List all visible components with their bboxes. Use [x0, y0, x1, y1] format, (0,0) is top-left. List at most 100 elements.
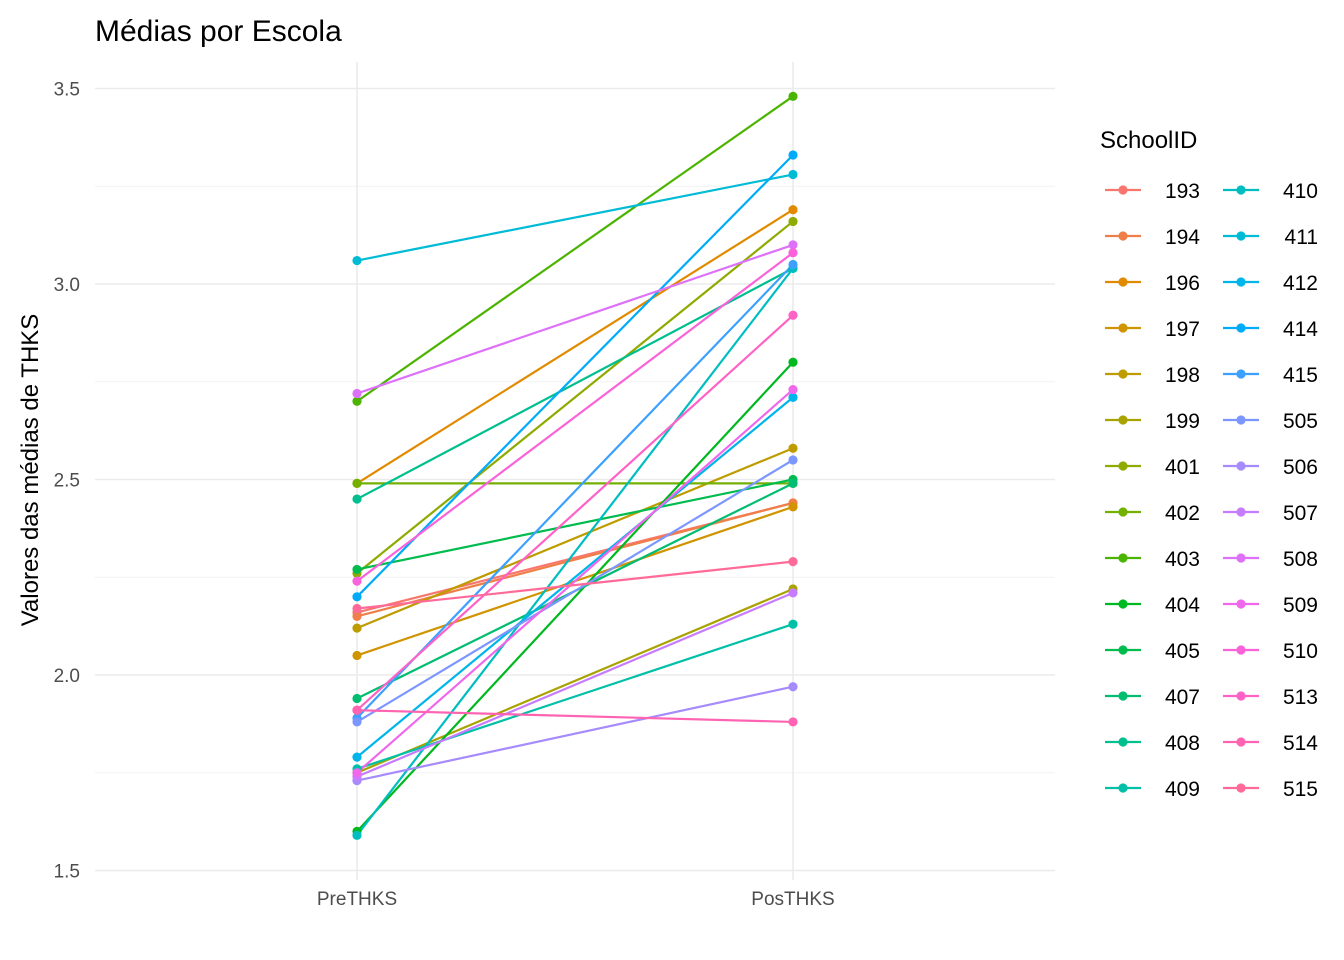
- legend-item: 507: [1223, 502, 1318, 525]
- legend-key-point: [1236, 323, 1246, 333]
- series-line: [356, 623, 794, 770]
- grid: [95, 62, 1055, 880]
- data-point: [788, 384, 798, 395]
- legend-key-point: [1118, 461, 1128, 471]
- data-point: [788, 248, 798, 258]
- legend-item: 411: [1223, 226, 1318, 249]
- legend-label: 508: [1283, 548, 1318, 571]
- series-line: [356, 591, 794, 778]
- series-line: [356, 447, 794, 630]
- data-point: [788, 557, 798, 567]
- data-point: [352, 623, 362, 633]
- series-line: [356, 388, 794, 774]
- legend-key-point: [1236, 369, 1246, 379]
- legend-label: 415: [1283, 364, 1318, 387]
- data-point: [352, 830, 362, 840]
- series-line: [356, 396, 794, 758]
- data-point: [788, 588, 798, 598]
- y-tick-label: 3.5: [54, 80, 80, 101]
- legend-item: 506: [1223, 456, 1318, 479]
- legend-label: 197: [1165, 318, 1200, 341]
- legend-item: 193: [1105, 180, 1200, 203]
- series-line: [356, 314, 794, 712]
- data-point: [788, 478, 798, 489]
- legend-label: 505: [1283, 410, 1318, 433]
- legend-key-point: [1118, 783, 1128, 793]
- series-line: [356, 208, 794, 485]
- data-point: [352, 611, 362, 621]
- y-axis-label: Valores das médias de THKS: [17, 314, 44, 627]
- legend-key-point: [1118, 507, 1128, 517]
- legend-item: 401: [1105, 456, 1200, 479]
- legend-item: 197: [1105, 318, 1200, 341]
- legend-label: 403: [1165, 548, 1200, 571]
- legend-item: 414: [1223, 318, 1318, 341]
- legend-item: 402: [1105, 502, 1200, 525]
- legend-label: 515: [1283, 778, 1318, 801]
- legend-key-point: [1236, 599, 1246, 609]
- y-axis-ticks: 1.5 2.0 2.5 3.0 3.5: [54, 80, 80, 883]
- x-tick-label: PreTHKS: [317, 889, 397, 910]
- data-point: [788, 502, 798, 512]
- legend-item: 408: [1105, 732, 1200, 755]
- series-line: [356, 459, 794, 723]
- legend-key-point: [1236, 691, 1246, 701]
- legend-item: 198: [1105, 364, 1200, 387]
- legend-item: 412: [1223, 272, 1318, 295]
- legend-key-point: [1118, 277, 1128, 287]
- legend-key-point: [1236, 737, 1246, 747]
- series-points: [352, 91, 798, 840]
- legend-item: 415: [1223, 364, 1318, 387]
- data-point: [352, 705, 362, 715]
- legend-key-point: [1236, 231, 1246, 241]
- data-point: [352, 494, 362, 504]
- legend-key-point: [1236, 277, 1246, 287]
- data-point: [352, 576, 362, 586]
- legend-item: 513: [1223, 686, 1318, 709]
- series-line: [356, 685, 794, 782]
- data-point: [352, 564, 362, 575]
- data-point: [788, 150, 798, 160]
- legend-key-point: [1118, 553, 1128, 563]
- series-line: [356, 154, 794, 598]
- legend-key-point: [1118, 415, 1128, 425]
- legend-key-point: [1118, 323, 1128, 333]
- data-point: [788, 455, 798, 465]
- data-point: [352, 768, 362, 778]
- legend-item: 407: [1105, 686, 1200, 709]
- legend-item: 405: [1105, 640, 1200, 663]
- series-line: [356, 220, 794, 575]
- series-line: [356, 263, 794, 719]
- legend-key-point: [1118, 231, 1128, 241]
- legend-key-point: [1118, 645, 1128, 655]
- legend-key-point: [1236, 553, 1246, 563]
- data-point: [352, 388, 362, 399]
- legend-key-point: [1236, 461, 1246, 471]
- data-point: [352, 603, 362, 614]
- y-tick-label: 2.5: [54, 471, 80, 492]
- data-point: [352, 650, 362, 661]
- data-point: [788, 392, 798, 402]
- data-point: [352, 592, 362, 602]
- legend-key-point: [1118, 185, 1128, 195]
- legend-item: 509: [1223, 594, 1318, 617]
- x-axis-ticks: PreTHKS PosTHKS: [317, 889, 835, 910]
- legend-label: 414: [1283, 318, 1318, 341]
- legend-label: 411: [1285, 226, 1318, 249]
- data-point: [352, 255, 362, 266]
- legend-label: 408: [1165, 732, 1200, 755]
- legend-item: 515: [1223, 778, 1318, 801]
- legend-key-point: [1118, 369, 1128, 379]
- legend-label: 407: [1165, 686, 1200, 709]
- y-tick-label: 1.5: [54, 862, 80, 883]
- legend-item: 403: [1105, 548, 1200, 571]
- y-tick-label: 3.0: [54, 275, 80, 296]
- x-tick-label: PosTHKS: [751, 889, 834, 910]
- legend-label: 196: [1165, 272, 1200, 295]
- data-point: [788, 357, 798, 367]
- legend-label: 506: [1283, 456, 1318, 479]
- data-point: [788, 443, 798, 453]
- data-point: [788, 240, 798, 250]
- series-line: [356, 361, 794, 833]
- legend-label: 194: [1165, 226, 1200, 249]
